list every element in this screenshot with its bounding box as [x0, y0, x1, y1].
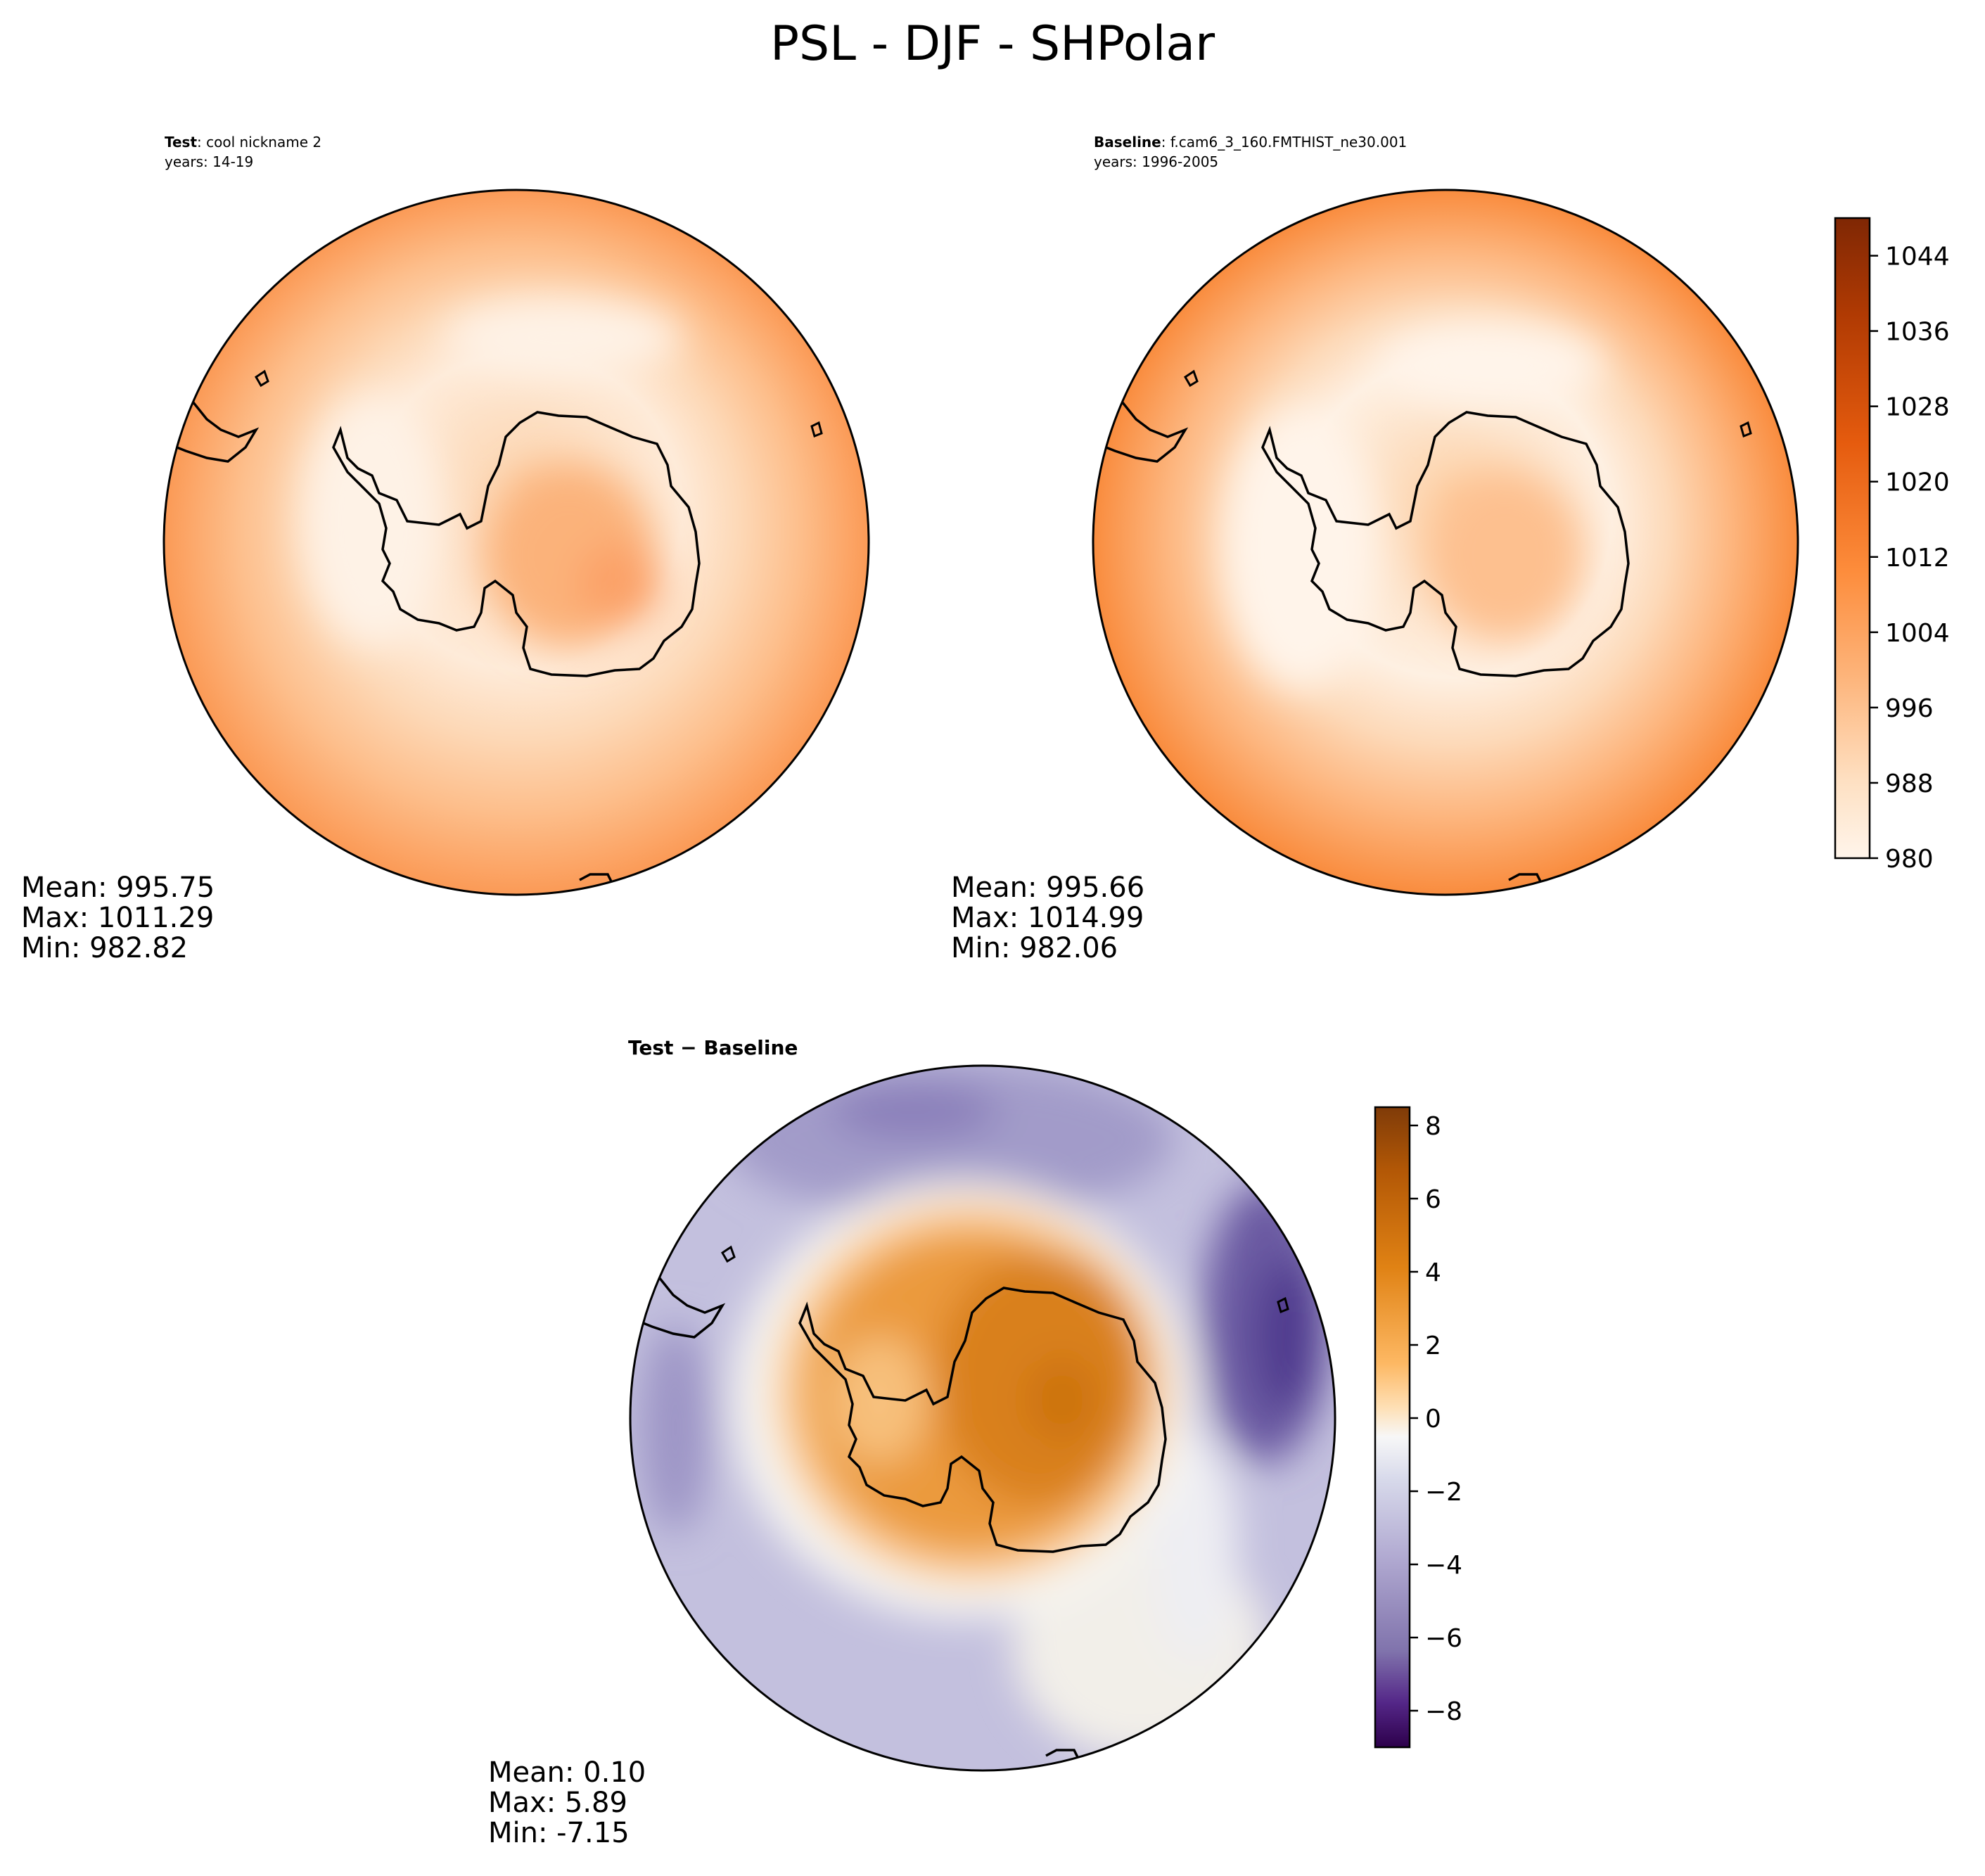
- test-map-border: [162, 189, 870, 896]
- diff-title: Test − Baseline: [628, 1036, 798, 1059]
- diff-map-border: [629, 1064, 1336, 1772]
- test-mean: Mean: 995.75: [21, 872, 215, 904]
- test-min: Min: 982.82: [21, 932, 188, 964]
- diff-colorbar-tick-label: 8: [1425, 1112, 1441, 1141]
- baseline-max: Max: 1014.99: [951, 902, 1144, 934]
- psl-colorbar-tick-label: 1044: [1885, 243, 1950, 272]
- test-panel: Test: cool nickname 2 years: 14-19 Mean:…: [21, 134, 870, 964]
- psl-colorbar-tick-label: 988: [1885, 770, 1934, 798]
- baseline-panel: Baseline: f.cam6_3_160.FMTHIST_ne30.001 …: [951, 134, 1799, 964]
- diff-colorbar-tick-label: −6: [1425, 1624, 1462, 1653]
- psl-colorbar-tick-label: 1020: [1885, 468, 1950, 497]
- test-label-bold: Test: [165, 134, 197, 151]
- psl-colorbar-tick-label: 980: [1885, 845, 1934, 874]
- baseline-mean: Mean: 995.66: [951, 872, 1144, 904]
- diff-min: Min: -7.15: [488, 1817, 630, 1849]
- diff-colorbar-tick-label: 4: [1425, 1258, 1441, 1287]
- test-label-name: : cool nickname 2: [197, 134, 321, 151]
- diff-map: [630, 1066, 1335, 1770]
- psl-colorbar-tick-label: 1004: [1885, 619, 1950, 648]
- psl-colorbar-tick-label: 1012: [1885, 544, 1950, 573]
- psl-colorbar-tick-label: 1028: [1885, 393, 1950, 422]
- baseline-years: years: 1996-2005: [1094, 153, 1218, 170]
- figure-title: PSL - DJF - SHPolar: [770, 16, 1215, 72]
- baseline-map: [1093, 190, 1798, 895]
- psl-colorbar-tick-label: 996: [1885, 694, 1934, 723]
- test-years: years: 14-19: [165, 153, 253, 170]
- test-max: Max: 1011.29: [21, 902, 214, 934]
- baseline-label: Baseline: f.cam6_3_160.FMTHIST_ne30.001: [1094, 134, 1407, 151]
- psl-colorbar: 980 988 996 1004 1012 1020 1028 1036 1044: [1834, 217, 1950, 874]
- diff-colorbar-tick-label: −8: [1425, 1697, 1462, 1726]
- baseline-min: Min: 982.06: [951, 932, 1118, 964]
- diff-mean: Mean: 0.10: [488, 1756, 646, 1789]
- diff-panel: Test − Baseline: [488, 1036, 1336, 1849]
- diff-max: Max: 5.89: [488, 1787, 627, 1819]
- test-label: Test: cool nickname 2: [165, 134, 321, 151]
- diff-colorbar-tick-label: −2: [1425, 1478, 1462, 1507]
- baseline-label-bold: Baseline: [1094, 134, 1161, 151]
- diff-colorbar: −8 −6 −4 −2 0 2 4 6 8: [1374, 1106, 1462, 1749]
- baseline-label-name: : f.cam6_3_160.FMTHIST_ne30.001: [1161, 134, 1408, 151]
- baseline-map-border: [1092, 189, 1799, 896]
- psl-colorbar-tick-label: 1036: [1885, 318, 1950, 347]
- diff-colorbar-tick-label: 0: [1425, 1405, 1441, 1434]
- diff-colorbar-tick-label: 2: [1425, 1332, 1441, 1360]
- test-map: [164, 190, 869, 895]
- diff-colorbar-tick-label: −4: [1425, 1551, 1462, 1580]
- diff-colorbar-tick-label: 6: [1425, 1185, 1441, 1214]
